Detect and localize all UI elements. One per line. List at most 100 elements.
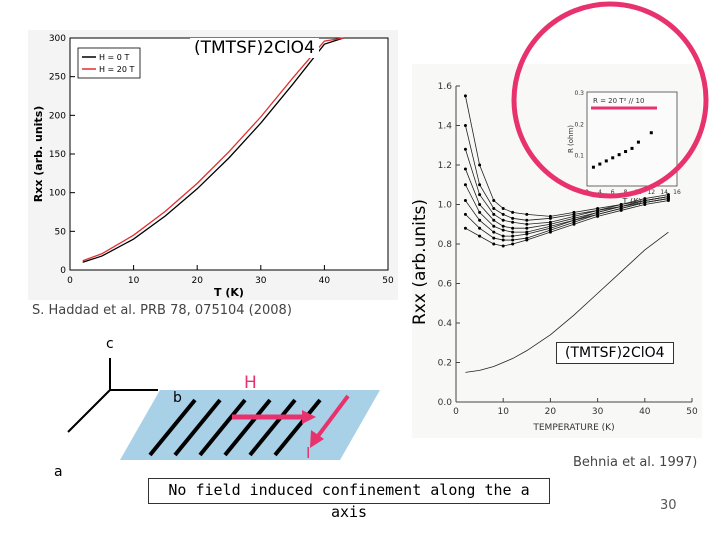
inset-x-tick-label: 12: [647, 189, 655, 196]
right-series-point: [511, 216, 515, 220]
right-y-tick-label: 1.6: [438, 82, 453, 92]
current-arrowhead: [310, 430, 324, 448]
left-series-line: [82, 37, 344, 262]
left-y-tick-label: 200: [49, 111, 66, 121]
inset-y-tick-label: 0.2: [574, 121, 584, 128]
right-chart-panel: 0.0 0.2 0.4 0.6 0.8 1.0 1.2 1.4 1.6 0 10 20 30 40 50 TE…: [412, 64, 702, 438]
right-compound-label: (TMTSF)2ClO4: [556, 342, 674, 364]
right-y-tick-label: 0.8: [438, 240, 453, 250]
inset-point: [649, 131, 653, 135]
inset-fit-label: R = 20 T² // 10: [593, 97, 644, 105]
left-chart: 0 10 20 30 40 50 0 50 100 150 200 250 300 T (K) Rxx (a…: [32, 34, 394, 299]
left-x-tick-label: 20: [191, 276, 203, 286]
right-series-point: [478, 193, 482, 197]
inset-x-tick-label: 6: [611, 189, 615, 196]
right-series-point: [548, 230, 552, 234]
right-y-tick-label: 1.4: [438, 122, 453, 132]
a-axis-line: [67, 389, 111, 433]
right-series-point: [492, 236, 496, 240]
right-series-point: [511, 230, 515, 234]
right-series-point: [511, 220, 515, 224]
left-y-tick-label: 0: [60, 266, 66, 276]
right-series-point: [525, 226, 529, 230]
inset-point: [624, 150, 628, 154]
right-series-point: [478, 226, 482, 230]
right-series-line: [465, 231, 669, 373]
left-x-tick-label: 10: [128, 276, 140, 286]
inset-point: [636, 140, 640, 144]
inset-y-tick-label: 0.1: [574, 153, 584, 160]
right-series-point: [463, 183, 467, 187]
inset-point: [591, 165, 595, 169]
right-series-point: [478, 218, 482, 222]
right-series-point: [478, 234, 482, 238]
right-x-tick-label: 20: [545, 407, 557, 417]
axis-c-label: c: [106, 336, 114, 352]
left-compound-label: (TMTSF)2ClO4: [190, 38, 319, 58]
right-series-point: [511, 234, 515, 238]
right-x-tick-label: 50: [686, 407, 698, 417]
axis-b-label: b: [173, 390, 182, 406]
right-series-point: [501, 206, 505, 210]
crystal-schematic: c b a H I: [54, 336, 380, 480]
inset-point: [630, 146, 634, 150]
right-series-point: [525, 232, 529, 236]
left-y-tick-label: 250: [49, 73, 66, 83]
left-series-line: [82, 37, 344, 263]
current-arrow: [316, 394, 350, 438]
left-y-tick-label: 150: [49, 150, 66, 160]
inset-point: [617, 153, 621, 157]
right-y-tick-label: 0.4: [438, 319, 453, 329]
field-label: H: [244, 373, 257, 393]
right-series-point: [511, 242, 515, 246]
inset-x-tick-label: 16: [673, 189, 681, 196]
inset-x-tick-label: 4: [598, 189, 602, 196]
left-y-axis-label: Rxx (arb. units): [32, 106, 45, 203]
right-series-point: [463, 226, 467, 230]
right-series-line: [465, 198, 669, 241]
right-x-tick-label: 30: [592, 407, 604, 417]
right-series-point: [478, 163, 482, 167]
inset-x-axis-label: T (K): [622, 197, 642, 206]
right-series-point: [525, 238, 529, 242]
right-chart: 0.0 0.2 0.4 0.6 0.8 1.0 1.2 1.4 1.6 0 10 20 30 40 50 TE…: [438, 82, 698, 433]
right-x-tick-label: 0: [453, 407, 459, 417]
left-legend-entry: H = 20 T: [99, 65, 135, 74]
right-y-tick-label: 0.0: [438, 398, 453, 408]
right-x-tick-label: 40: [639, 407, 651, 417]
right-series-point: [501, 238, 505, 242]
right-series-point: [492, 199, 496, 203]
right-series-point: [478, 210, 482, 214]
right-series-line: [465, 125, 669, 221]
right-series-point: [548, 216, 552, 220]
left-x-tick-label: 40: [319, 276, 331, 286]
left-x-tick-label: 50: [382, 276, 394, 286]
right-series-point: [596, 214, 600, 218]
right-series-point: [492, 212, 496, 216]
left-x-tick-label: 0: [67, 276, 73, 286]
rotated-axis-text: Rxx (arb.units): [410, 199, 430, 325]
right-series-point: [525, 218, 529, 222]
right-series-point: [619, 208, 623, 212]
right-series-point: [511, 210, 515, 214]
right-series-point: [501, 218, 505, 222]
left-y-tick-label: 100: [49, 189, 66, 199]
right-series-point: [492, 230, 496, 234]
right-series-point: [501, 244, 505, 248]
right-y-tick-label: 1.0: [438, 201, 453, 211]
right-series-point: [643, 203, 647, 206]
right-series-point: [501, 234, 505, 238]
right-series-point: [525, 212, 529, 216]
current-label: I: [306, 444, 310, 462]
inset-x-tick-label: 14: [660, 189, 668, 196]
right-series-point: [501, 224, 505, 228]
right-series-point: [478, 203, 482, 206]
right-y-tick-label: 0.2: [438, 359, 452, 369]
field-arrowhead: [302, 410, 316, 424]
right-series-point: [511, 238, 515, 242]
right-series-point: [492, 218, 496, 222]
right-series-point: [492, 206, 496, 210]
left-citation: S. Haddad et al. PRB 78, 075104 (2008): [32, 303, 292, 318]
inset-point: [598, 162, 602, 166]
inset-y-axis-label: R (ohm): [567, 125, 575, 153]
